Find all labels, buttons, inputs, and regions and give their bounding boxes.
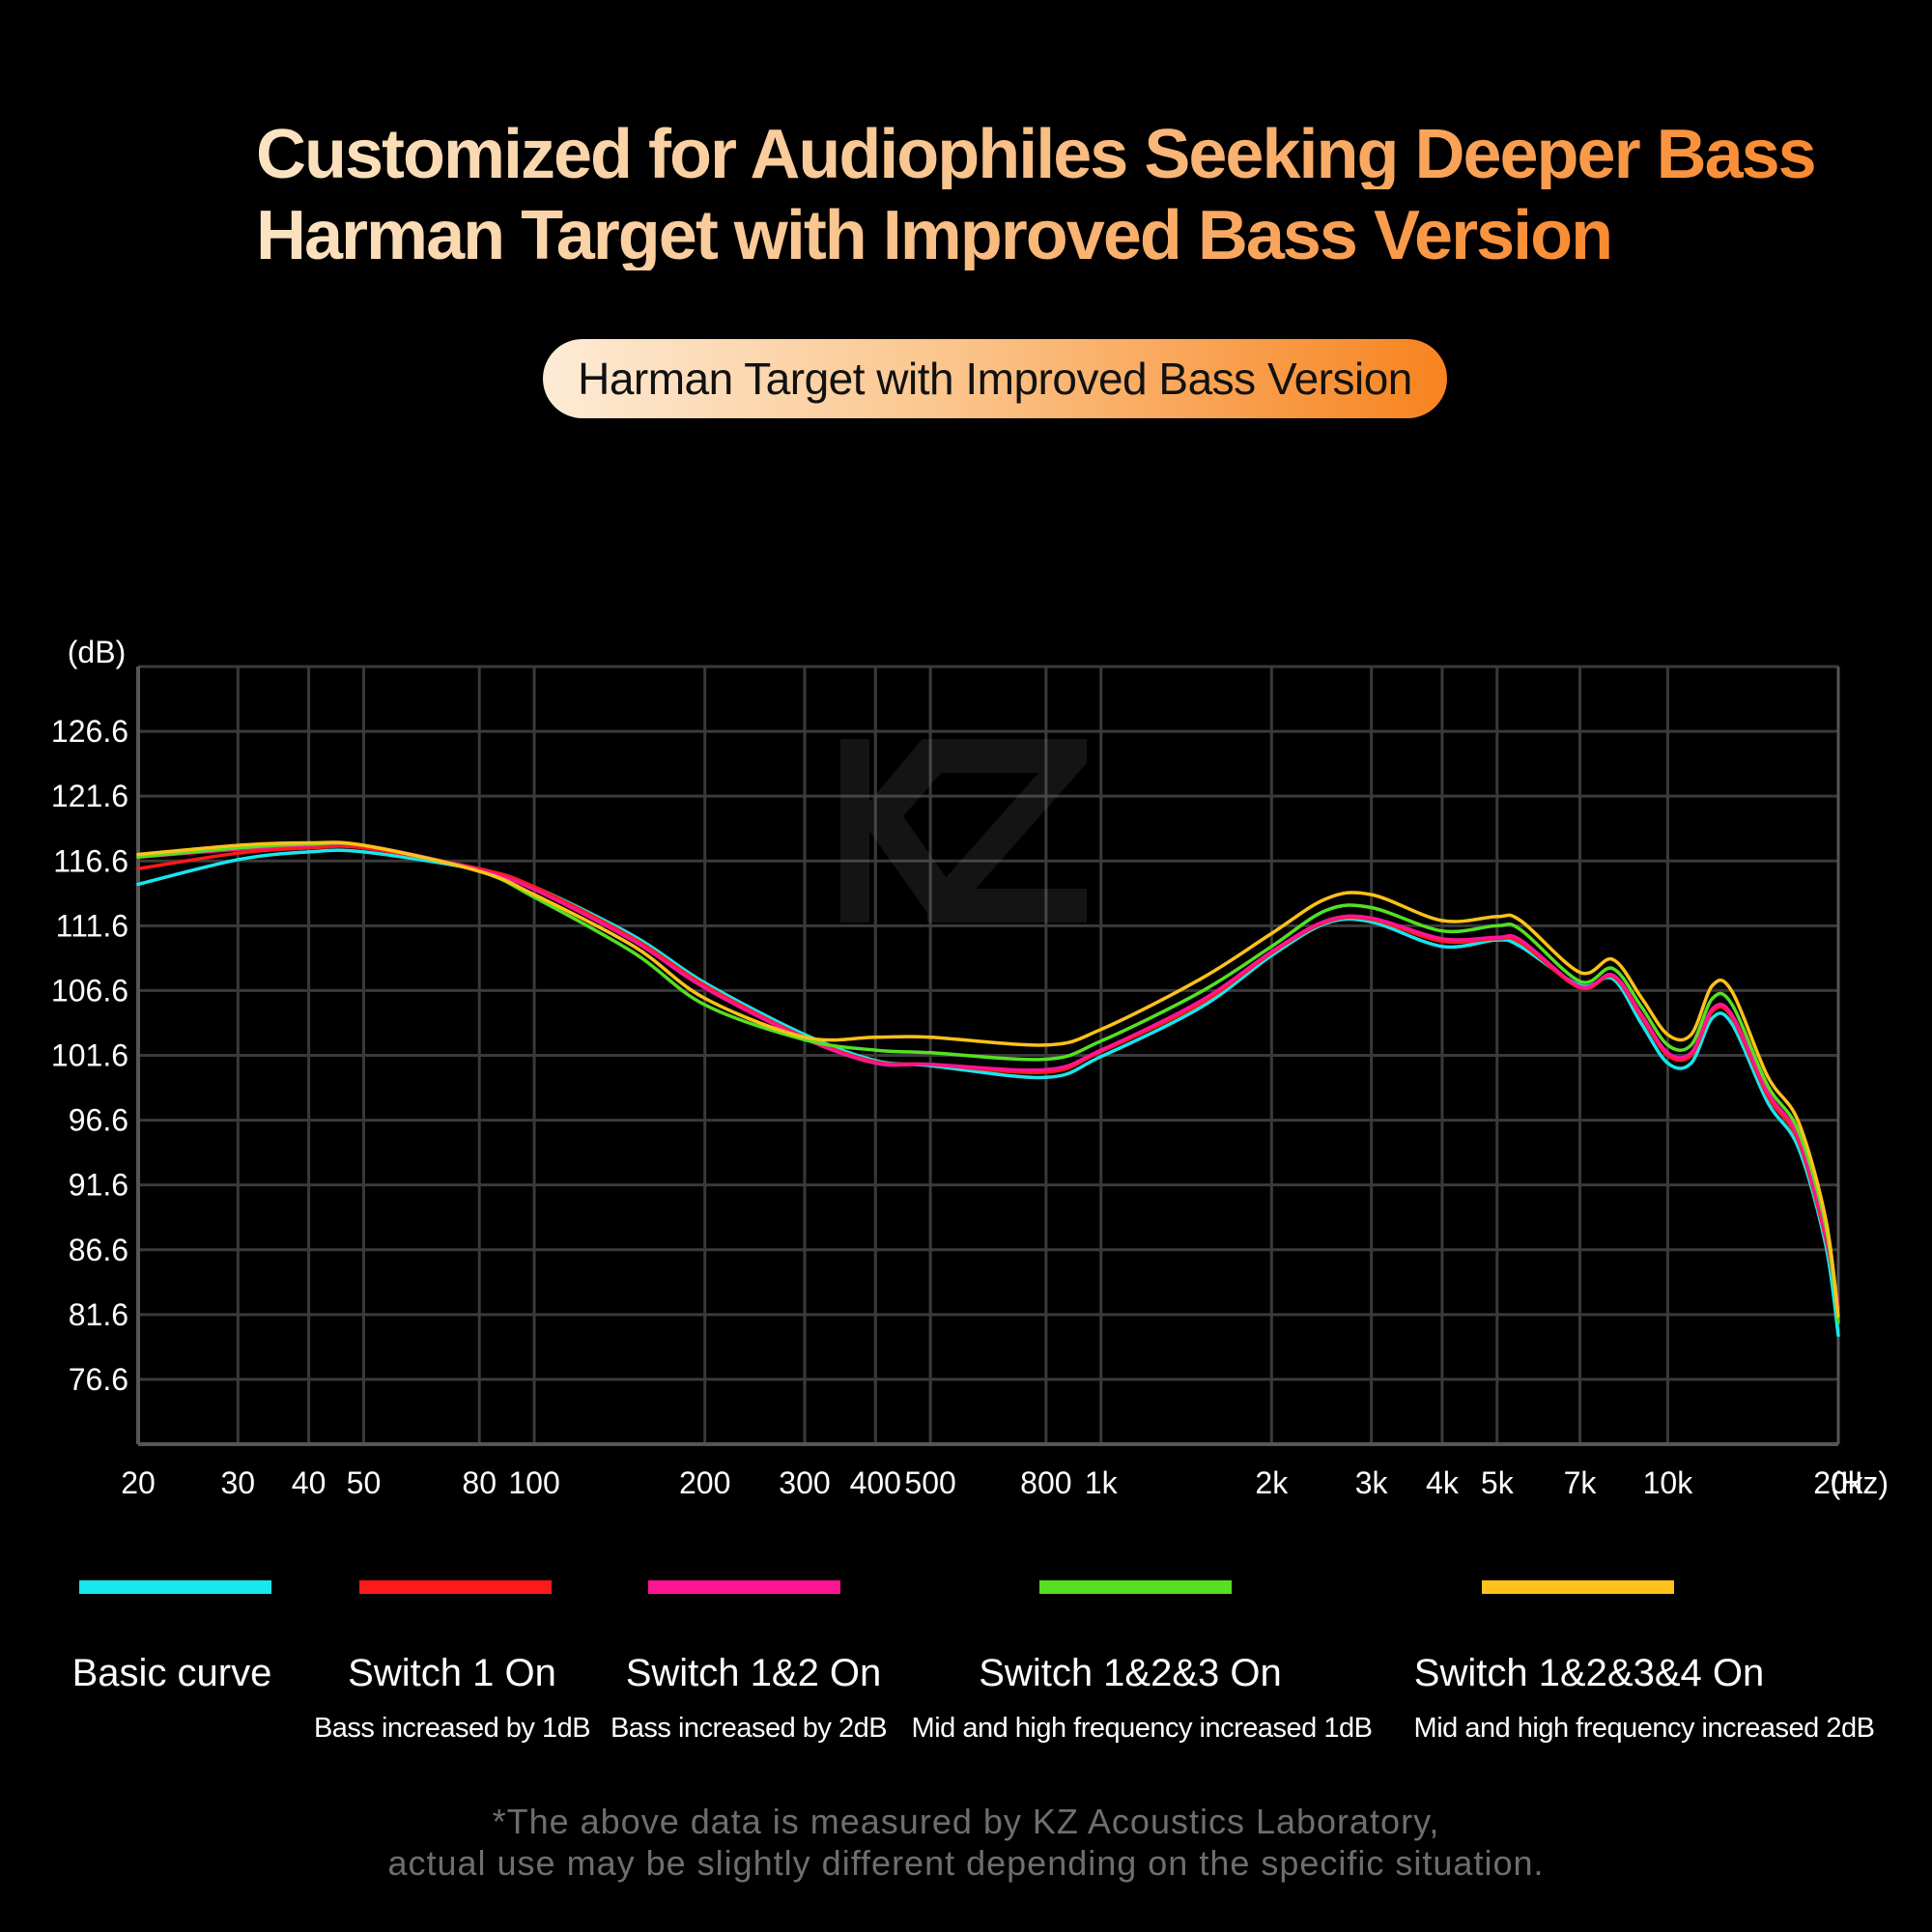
x-tick-label-80: 80 [462, 1465, 497, 1500]
legend-label-4: Switch 1&2&3&4 On [1413, 1652, 1765, 1694]
x-tick-label-4k: 4k [1426, 1465, 1460, 1500]
title-line-2: Harman Target with Improved Bass Version [256, 197, 1613, 274]
frequency-response-chart: 126.6 121.6 116.6 111.6 106.6 101.6 96.6 91.6 86… [51, 635, 1889, 1500]
legend-swatch-1 [359, 1580, 552, 1594]
x-tick-label-20k: 20k [1813, 1465, 1864, 1500]
footnote-line-2: actual use may be slightly different dep… [387, 1843, 1545, 1883]
series-line-4 [136, 840, 1840, 1318]
x-tick-labels: 20 30 40 50 80 100 200 300 400 500 800 1k 2k 3k 4k 5k 7k… [121, 1465, 1864, 1500]
chart-grid [136, 665, 1840, 1444]
x-tick-label-400: 400 [850, 1465, 901, 1500]
y-tick-label-101.6: 101.6 [51, 1038, 128, 1073]
y-tick-label-116.6: 116.6 [53, 843, 128, 878]
x-tick-label-500: 500 [904, 1465, 955, 1500]
x-tick-label-800: 800 [1020, 1465, 1071, 1500]
x-tick-label-10k: 10k [1643, 1465, 1694, 1500]
x-tick-label-5k: 5k [1481, 1465, 1515, 1500]
subtitle-pill-label: Harman Target with Improved Bass Version [578, 354, 1412, 404]
x-tick-label-200: 200 [679, 1465, 730, 1500]
series-line-2 [136, 841, 1840, 1309]
legend-swatch-3 [1039, 1580, 1232, 1594]
x-tick-label-100: 100 [508, 1465, 559, 1500]
y-tick-label-121.6: 121.6 [51, 779, 128, 813]
legend-label-3: Switch 1&2&3 On [979, 1652, 1282, 1694]
y-tick-label-111.6: 111.6 [56, 908, 128, 943]
chart-series [136, 840, 1840, 1338]
x-tick-label-3k: 3k [1355, 1465, 1389, 1500]
title-line-1: Customized for Audiophiles Seeking Deepe… [256, 116, 1817, 193]
legend-sub-4: Mid and high frequency increased 2dB [1413, 1713, 1875, 1744]
y-tick-label-96.6: 96.6 [69, 1103, 128, 1138]
legend-sub-2: Bass increased by 2dB [610, 1713, 888, 1744]
legend-swatch-4 [1482, 1580, 1674, 1594]
x-tick-label-2k: 2k [1255, 1465, 1289, 1500]
x-axis-unit: (Hz) [1831, 1465, 1889, 1500]
legend-label-1: Switch 1 On [348, 1652, 556, 1694]
legend-swatch-0 [79, 1580, 271, 1594]
subtitle-pill: Harman Target with Improved Bass Version [543, 339, 1447, 418]
series-line-3 [136, 840, 1840, 1324]
x-tick-label-40: 40 [292, 1465, 327, 1500]
y-tick-label-126.6: 126.6 [51, 714, 128, 749]
footnote-line-1: *The above data is measured by KZ Acoust… [492, 1802, 1440, 1841]
y-tick-label-81.6: 81.6 [69, 1297, 128, 1332]
y-tick-label-76.6: 76.6 [69, 1362, 128, 1397]
y-tick-label-86.6: 86.6 [69, 1233, 128, 1267]
x-tick-label-300: 300 [779, 1465, 830, 1500]
x-tick-label-30: 30 [221, 1465, 256, 1500]
x-tick-label-7k: 7k [1564, 1465, 1598, 1500]
legend-label-2: Switch 1&2 On [625, 1652, 882, 1694]
series-line-0 [136, 848, 1840, 1338]
y-tick-labels: 126.6 121.6 116.6 111.6 106.6 101.6 96.6 91.6 86… [51, 714, 128, 1397]
legend-label-0: Basic curve [71, 1652, 272, 1694]
kz-logo-watermark [840, 739, 1087, 923]
legend-sub-1: Bass increased by 1dB [313, 1713, 591, 1744]
x-tick-label-50: 50 [347, 1465, 382, 1500]
legend-swatch-2 [648, 1580, 840, 1594]
y-tick-label-106.6: 106.6 [51, 973, 128, 1008]
x-tick-label-20: 20 [121, 1465, 156, 1500]
y-tick-label-91.6: 91.6 [69, 1168, 128, 1203]
legend-sub-3: Mid and high frequency increased 1dB [911, 1713, 1373, 1744]
y-axis-label: (dB) [68, 635, 126, 669]
x-tick-label-1k: 1k [1085, 1465, 1119, 1500]
